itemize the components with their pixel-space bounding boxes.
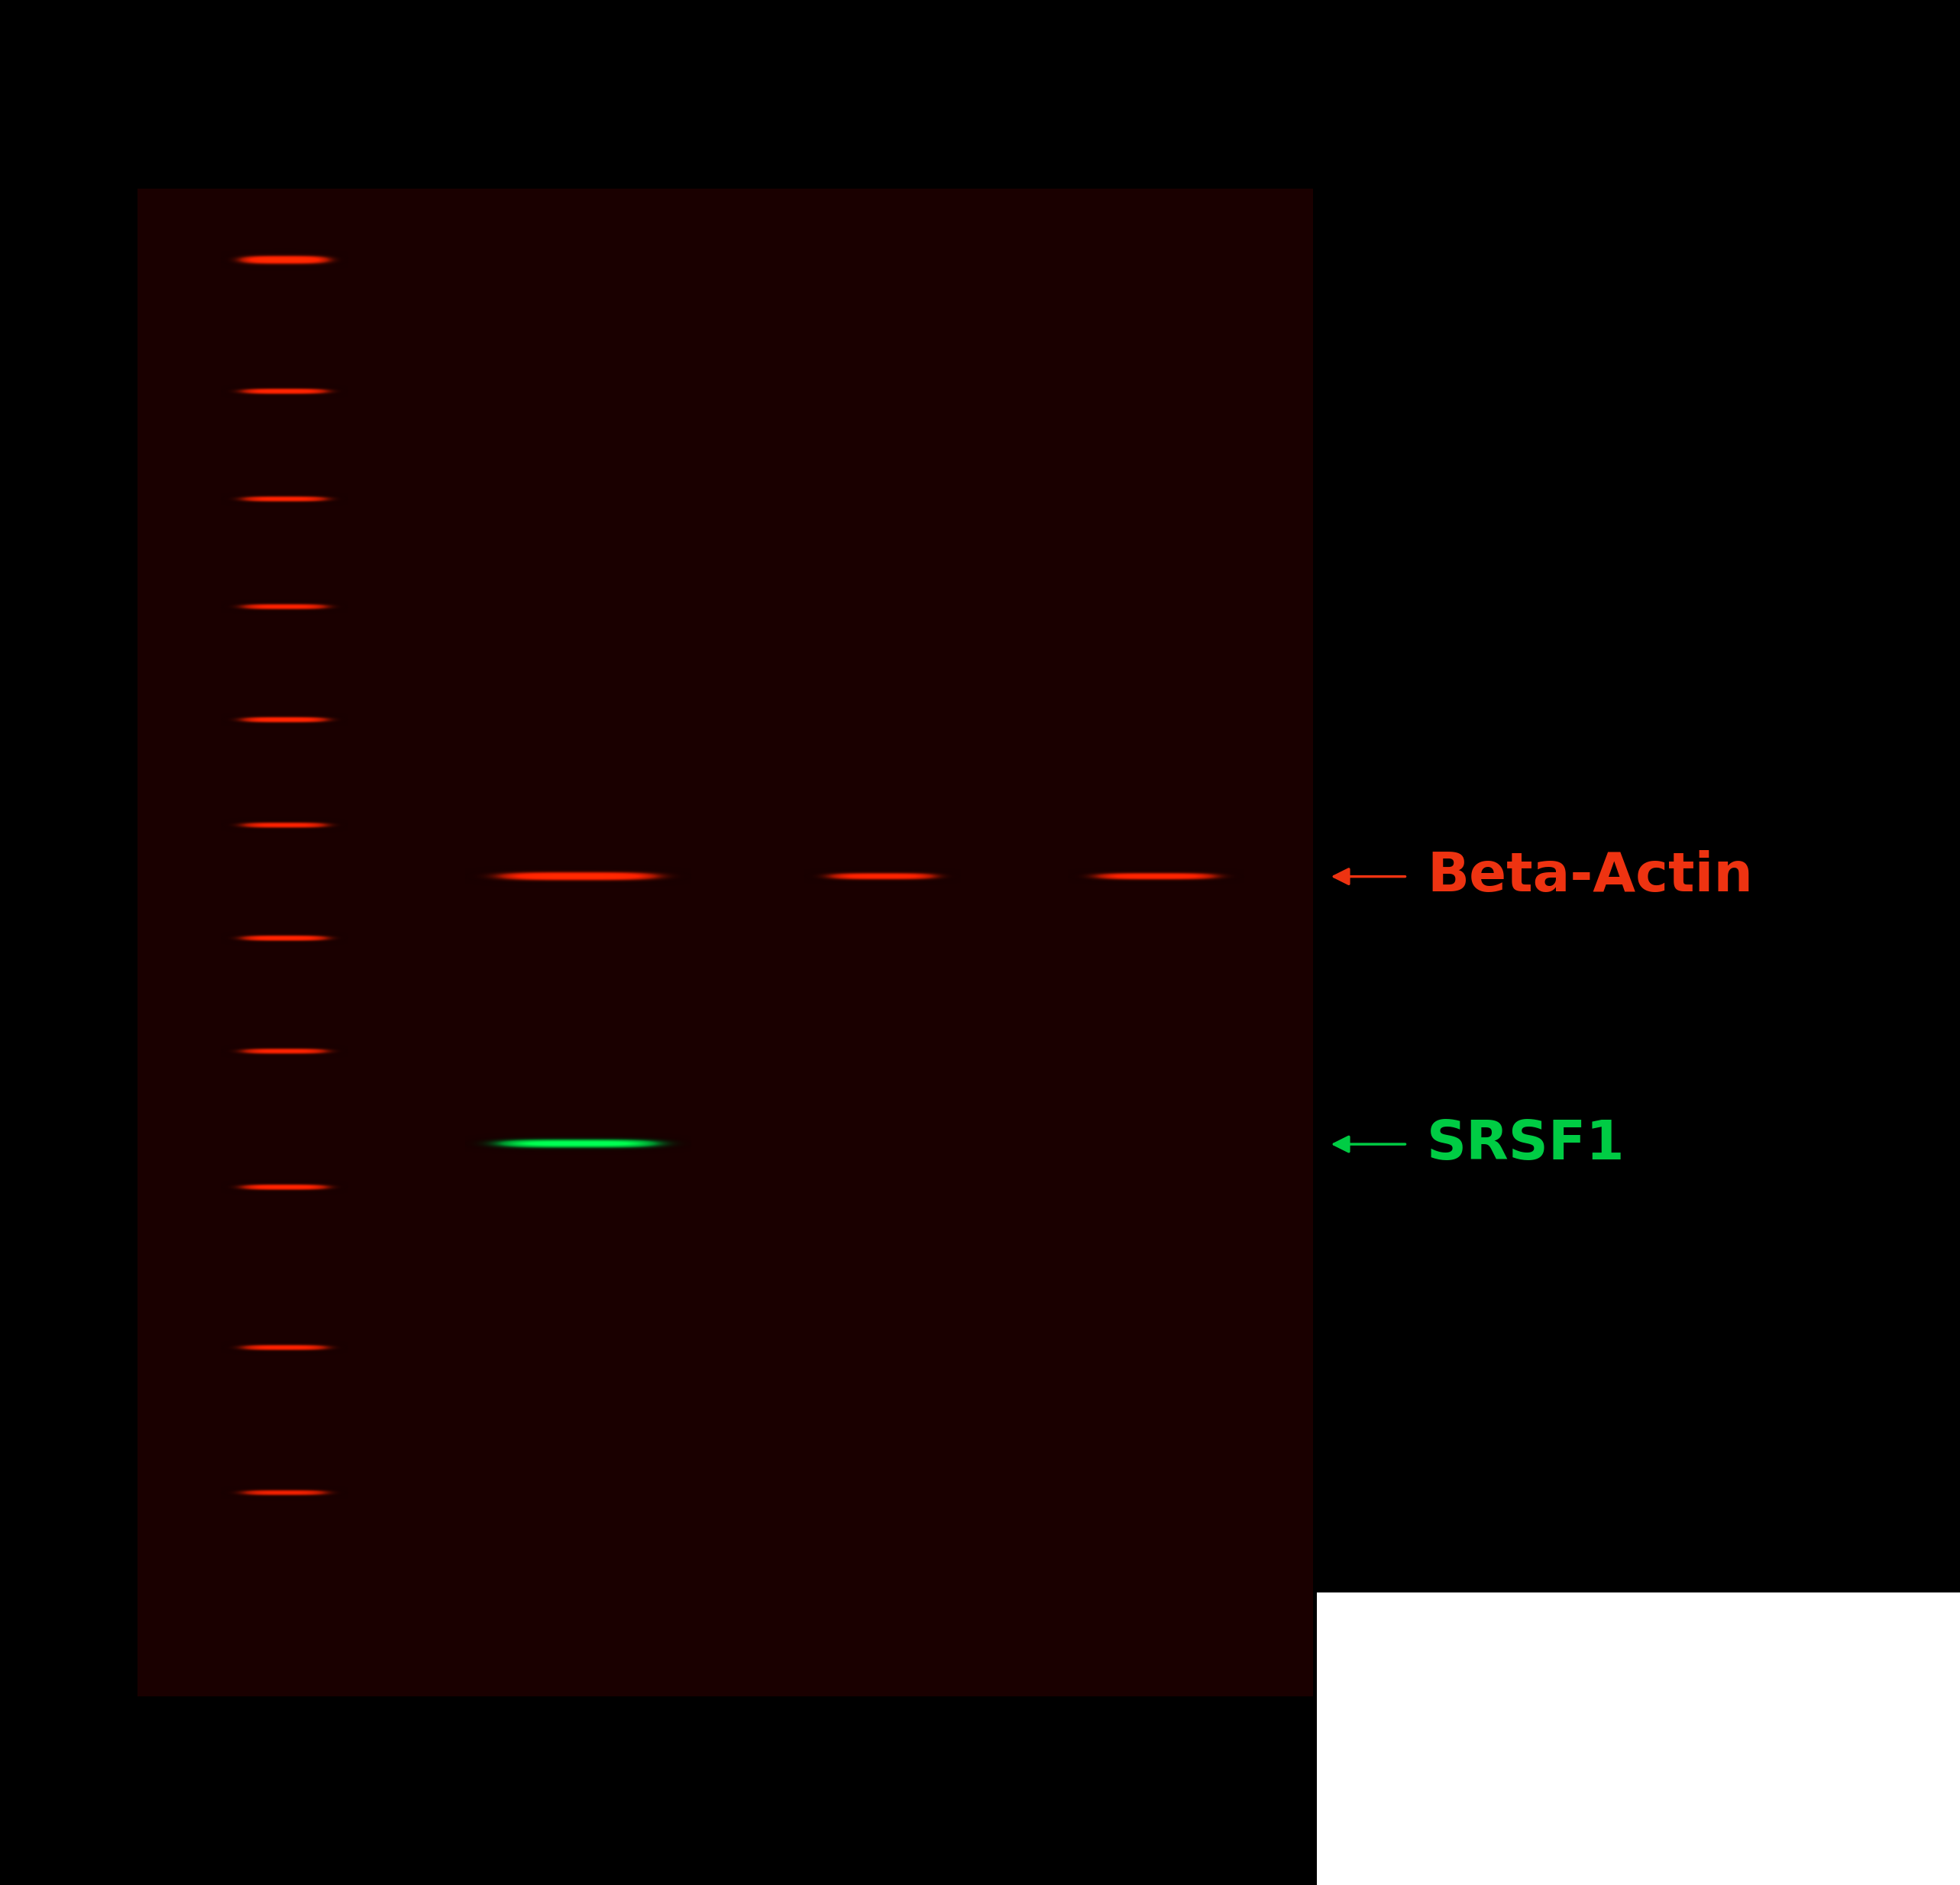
Bar — [137, 189, 1313, 1697]
Text: SRSF1: SRSF1 — [1427, 1118, 1625, 1171]
Text: Beta-Actin: Beta-Actin — [1427, 850, 1752, 903]
Bar — [1317, 1593, 1960, 1885]
